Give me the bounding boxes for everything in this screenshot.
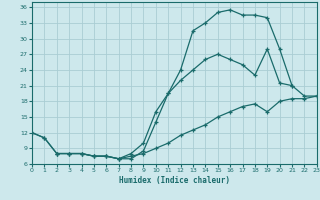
X-axis label: Humidex (Indice chaleur): Humidex (Indice chaleur)	[119, 176, 230, 185]
